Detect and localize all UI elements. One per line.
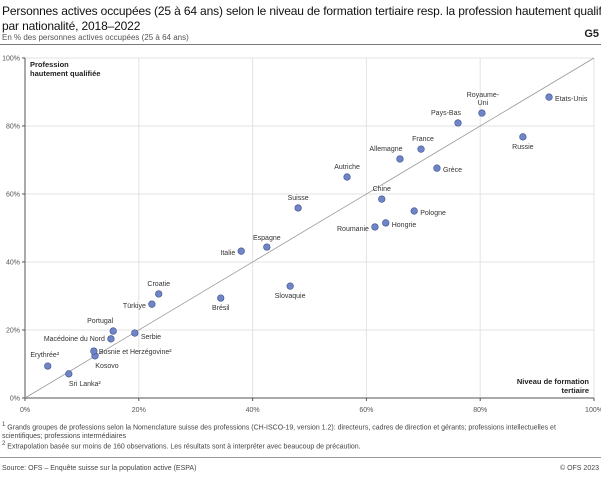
point-label: Royaume- bbox=[467, 92, 500, 99]
y-tick-label: 60% bbox=[6, 192, 20, 199]
y-tick-label: 100% bbox=[2, 56, 20, 63]
point-label: Russie bbox=[512, 144, 534, 151]
point-label: Portugal bbox=[87, 318, 114, 325]
data-point bbox=[131, 329, 139, 337]
y-tick-label: 80% bbox=[6, 124, 20, 131]
data-point bbox=[44, 362, 52, 370]
footnote-1: 1 Grands groupes de professions selon la… bbox=[2, 422, 556, 441]
chart-title: Personnes actives occupées (25 à 64 ans)… bbox=[2, 4, 601, 33]
y-axis-label: hautement qualifiée bbox=[30, 69, 100, 78]
y-tick-label: 0% bbox=[10, 396, 20, 403]
x-tick-label: 80% bbox=[473, 407, 487, 414]
data-point bbox=[294, 204, 302, 212]
point-label: Bosnie et Herzégovine² bbox=[99, 349, 172, 356]
data-point bbox=[237, 247, 245, 255]
chart-subtitle: En % des personnes actives occupées (25 … bbox=[2, 33, 189, 42]
point-label: Roumanie bbox=[337, 226, 369, 233]
data-point bbox=[378, 195, 386, 203]
data-point bbox=[90, 347, 98, 355]
divider bbox=[0, 44, 601, 45]
data-point bbox=[109, 327, 117, 335]
y-tick-label: 40% bbox=[6, 260, 20, 267]
data-point bbox=[286, 282, 294, 290]
data-point bbox=[433, 164, 441, 172]
point-label: France bbox=[412, 136, 434, 143]
data-point bbox=[217, 294, 225, 302]
data-point bbox=[519, 133, 527, 141]
point-label: Slovaquie bbox=[275, 293, 306, 300]
y-axis-label: Profession bbox=[30, 60, 69, 69]
x-tick-label: 20% bbox=[132, 407, 146, 414]
data-point bbox=[382, 219, 390, 227]
scatter-plot: 0%0% 20% 20% 40% 40% 60% 60% 80% 80% 100% 100% Prof… bbox=[2, 56, 601, 415]
point-label: Sri Lanka² bbox=[69, 381, 102, 388]
point-label: Pays-Bas bbox=[431, 110, 461, 117]
point-label: Türkiye bbox=[123, 303, 146, 310]
data-point bbox=[148, 300, 156, 308]
data-point bbox=[478, 109, 486, 117]
diagonal-reference-line bbox=[24, 57, 595, 399]
point-label: Suisse bbox=[288, 195, 309, 202]
data-point bbox=[343, 173, 351, 181]
point-label: Pologne bbox=[420, 210, 446, 217]
point-label: Hongrie bbox=[392, 222, 417, 229]
y-tick-label: 20% bbox=[6, 328, 20, 335]
data-point bbox=[410, 207, 418, 215]
copyright: © OFS 2023 bbox=[559, 465, 599, 472]
point-label: Italie bbox=[220, 250, 235, 257]
data-point bbox=[371, 223, 379, 231]
x-axis-label: tertiaire bbox=[561, 386, 589, 395]
footnote-2: 2 Extrapolation basée sur moins de 160 o… bbox=[2, 441, 361, 451]
point-label: Erythrée² bbox=[30, 352, 59, 359]
data-point bbox=[263, 243, 271, 251]
point-label: Croatie bbox=[147, 281, 170, 288]
point-label: Autriche bbox=[334, 164, 360, 171]
point-label: Espagne bbox=[253, 235, 281, 242]
data-point bbox=[454, 119, 462, 127]
data-point bbox=[396, 155, 404, 163]
point-label: Uni bbox=[478, 100, 489, 107]
point-label: Grèce bbox=[443, 167, 462, 174]
x-tick-label: 40% bbox=[246, 407, 260, 414]
point-label: Etats-Unis bbox=[555, 96, 588, 103]
data-point bbox=[417, 145, 425, 153]
point-label: Macédoine du Nord bbox=[44, 336, 105, 343]
x-tick-label: 60% bbox=[359, 407, 373, 414]
source: Source: OFS – Enquête suisse sur la popu… bbox=[2, 465, 197, 472]
point-label: Serbie bbox=[141, 334, 161, 341]
data-point bbox=[65, 370, 73, 378]
point-label: Allemagne bbox=[369, 146, 402, 153]
graph-number: G5 bbox=[584, 28, 599, 40]
x-tick-label: 0% bbox=[20, 407, 30, 414]
data-point bbox=[107, 335, 115, 343]
x-tick-label: 100% bbox=[585, 407, 601, 414]
point-label: Kosovo bbox=[95, 363, 118, 370]
divider bbox=[0, 457, 601, 458]
data-point bbox=[545, 93, 553, 101]
data-point bbox=[155, 290, 163, 298]
point-label: Brésil bbox=[212, 305, 230, 312]
x-axis-label: Niveau de formation bbox=[517, 377, 590, 386]
point-label: Chine bbox=[373, 186, 391, 193]
